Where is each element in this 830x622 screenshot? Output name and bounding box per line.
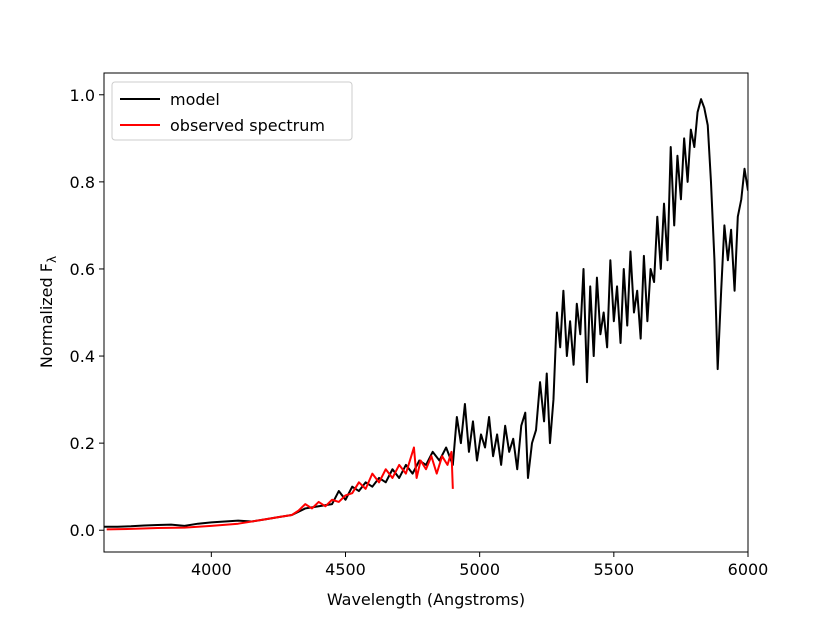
legend-label: model [170, 90, 220, 109]
plot-frame [103, 72, 749, 553]
legend-box [111, 81, 353, 141]
x-tick-label: 6000 [728, 560, 769, 579]
y-tick-label: 0.0 [70, 521, 95, 540]
y-axis-label: Normalized Fλ [37, 256, 59, 368]
legend-label: observed spectrum [170, 116, 325, 135]
y-tick-label: 0.4 [70, 347, 95, 366]
x-tick-label: 5000 [459, 560, 500, 579]
y-tick-label: 1.0 [70, 86, 95, 105]
series-line [104, 98, 748, 528]
x-axis-label: Wavelength (Angstroms) [327, 590, 525, 609]
y-axis-label-subscript: λ [45, 256, 59, 263]
x-tick-label: 4500 [325, 560, 366, 579]
series-line [106, 446, 454, 531]
y-tick-label: 0.8 [70, 173, 95, 192]
y-axis-label-main: Normalized F [37, 263, 56, 368]
y-tick-label: 0.6 [70, 260, 95, 279]
x-tick-label: 5500 [593, 560, 634, 579]
x-tick-label: 4000 [191, 560, 232, 579]
y-tick-label: 0.2 [70, 434, 95, 453]
